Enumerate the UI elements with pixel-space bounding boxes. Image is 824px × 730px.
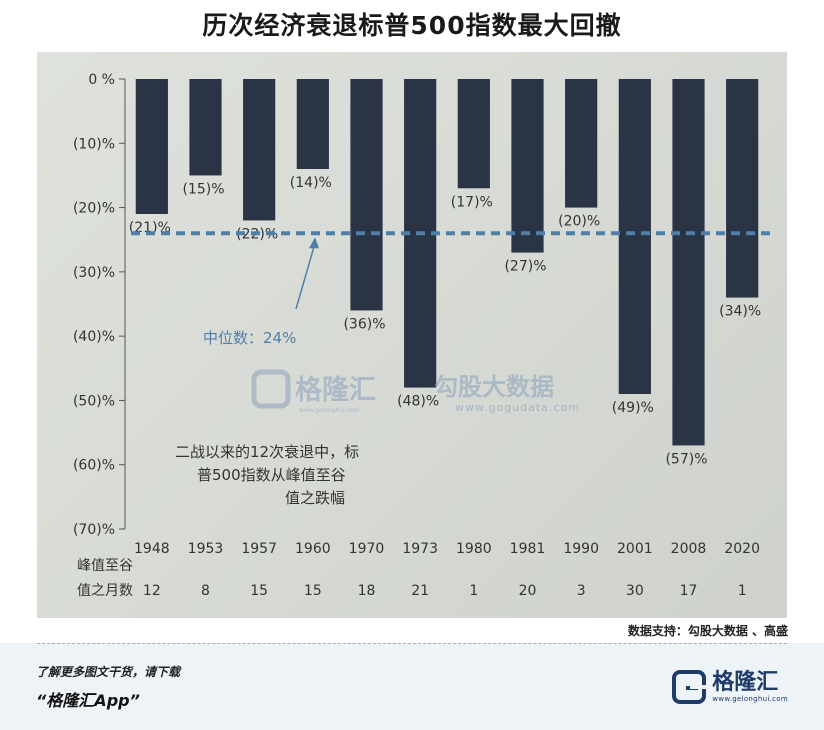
bar-value-label: (20)% (558, 214, 600, 230)
x-tick-label: 1981 (510, 541, 546, 557)
months-label-line1: 峰值至谷 (77, 558, 133, 574)
months-value: 30 (626, 583, 644, 599)
months-value: 15 (250, 583, 268, 599)
annotation-line: 二战以来的12次衰退中，标 (175, 443, 359, 461)
y-tick-label: (10)% (73, 136, 115, 152)
chart-photo: 0 % (10)% (20)% (30)% (40)% (50)% (60)% (70)% (2… (37, 52, 787, 618)
x-tick-label: 1957 (241, 541, 277, 557)
bar-value-label: (36)% (343, 316, 385, 332)
footer: 了解更多图文干货，请下载 “格隆汇App” 格隆汇 www.gelonghui.… (0, 643, 824, 730)
months-value: 17 (680, 583, 698, 599)
bar (565, 79, 598, 208)
footer-app-name[interactable]: “格隆汇App” (36, 691, 140, 710)
y-tick-label: (20)% (73, 201, 115, 217)
watermark-partner-url: www.gogudata.com (455, 401, 580, 414)
bar-value-label: (49)% (612, 400, 654, 416)
bar-value-label: (34)% (719, 304, 761, 320)
brand-logo[interactable]: 格隆汇 www.gelonghui.com (672, 667, 788, 707)
bar (457, 79, 490, 189)
x-tick-label: 2020 (724, 541, 760, 557)
bar-value-label: (17)% (451, 194, 493, 210)
watermark-brand-url: www.gelonghui.com (299, 407, 360, 414)
x-tick-label: 1953 (188, 541, 224, 557)
annotation-line: 值之跌幅 (285, 489, 345, 507)
median-arrow-line (295, 243, 316, 310)
bar-value-label: (57)% (665, 451, 707, 467)
watermark-g-icon (251, 369, 291, 409)
bar (135, 79, 168, 214)
median-label: 中位数：24% (203, 329, 296, 347)
footer-download-hint: 了解更多图文干货，请下载 (36, 665, 181, 679)
bar (350, 79, 383, 311)
x-tick-label: 1960 (295, 541, 331, 557)
y-tick-label: (70)% (73, 522, 115, 538)
months-value: 8 (201, 583, 210, 599)
brand-g-icon (672, 670, 707, 704)
y-tick-label: (60)% (73, 458, 115, 474)
x-tick-label: 2001 (617, 541, 653, 557)
y-tick-label: 0 % (88, 72, 115, 88)
y-tick-label: (40)% (73, 329, 115, 345)
x-tick-label: 1970 (349, 541, 385, 557)
x-tick-label: 1948 (134, 541, 170, 557)
y-tick-label: (50)% (73, 393, 115, 409)
bar (618, 79, 651, 394)
brand-url: www.gelonghui.com (712, 695, 788, 703)
months-value: 1 (469, 583, 478, 599)
bar (511, 79, 544, 253)
months-value: 21 (411, 583, 429, 599)
bar (243, 79, 276, 221)
x-tick-label: 1973 (402, 541, 438, 557)
bar-value-label: (27)% (504, 259, 546, 275)
brand-name: 格隆汇 (712, 670, 779, 695)
months-label-line2: 值之月数 (77, 583, 133, 599)
annotation-line: 普500指数从峰值至谷 (197, 466, 346, 484)
x-tick-label: 1980 (456, 541, 492, 557)
months-value: 15 (304, 583, 322, 599)
watermark-partner: 勾股大数据 (434, 373, 554, 401)
footer-divider (37, 643, 787, 644)
bar (296, 79, 329, 169)
months-value: 20 (519, 583, 537, 599)
y-tick-label: (30)% (73, 265, 115, 281)
bar-value-label: (15)% (182, 181, 224, 197)
page-title: 历次经济衰退标普500指数最大回撤 (202, 11, 622, 40)
bar (726, 79, 759, 298)
watermark-brand: 格隆汇 (295, 375, 376, 406)
bar-value-label: (14)% (290, 175, 332, 191)
bar-value-label: (48)% (397, 394, 439, 410)
months-value: 3 (577, 583, 586, 599)
drawdown-bar-chart: 0 % (10)% (20)% (30)% (40)% (50)% (60)% (70)% (2… (73, 72, 775, 599)
x-tick-label: 1990 (563, 541, 599, 557)
bar (189, 79, 222, 176)
months-value: 18 (358, 583, 376, 599)
bar (672, 79, 705, 446)
x-tick-label: 2008 (671, 541, 707, 557)
median-arrow-head (309, 237, 319, 249)
data-source: 数据支持：勾股大数据 、高盛 (627, 624, 788, 638)
months-value: 12 (143, 583, 161, 599)
months-value: 1 (738, 583, 747, 599)
